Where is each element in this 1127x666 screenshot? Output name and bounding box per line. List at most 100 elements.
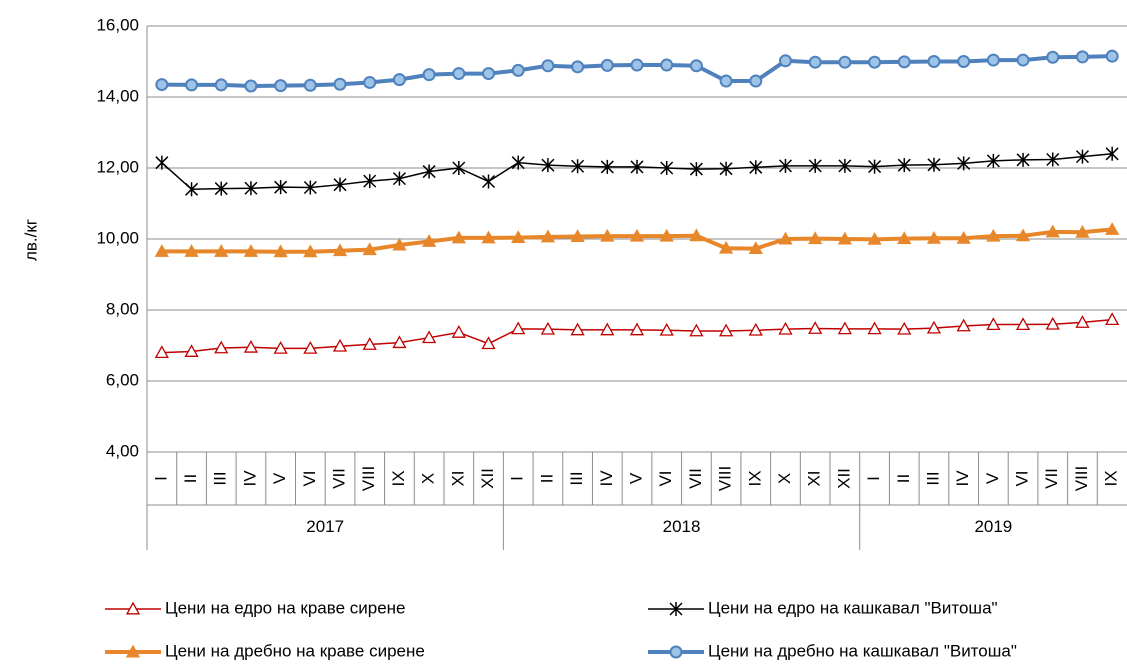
marker [511,63,525,77]
marker [1075,149,1089,164]
marker [868,159,882,174]
x-tick-label: IX [389,470,408,486]
marker [1046,50,1060,64]
x-tick-label: VIII [1072,466,1091,492]
marker [1075,315,1090,328]
marker [897,321,912,335]
x-tick-label: VI [300,470,319,486]
marker [926,320,942,334]
marker [867,232,882,245]
x-tick-label: I [508,476,527,481]
marker [392,237,407,251]
marker [154,345,169,359]
marker [600,159,614,174]
marker [184,344,199,357]
marker [660,161,674,175]
marker [1016,152,1030,167]
marker [243,339,259,353]
x-tick-label: V [983,472,1002,484]
marker [1046,152,1060,167]
marker [867,321,882,335]
marker [392,73,406,87]
marker [570,322,585,336]
marker [362,337,377,350]
marker [897,231,912,245]
x-tick-label: II [537,474,556,483]
x-tick-label: I [151,476,170,481]
marker [600,322,615,336]
marker [1045,316,1060,330]
marker [243,244,259,257]
marker [125,601,141,615]
marker [541,158,555,173]
marker [986,317,1001,331]
marker [273,244,288,258]
x-tick-label: III [923,471,942,485]
marker [511,321,526,335]
marker [481,174,496,189]
marker [718,323,734,337]
x-tick-label: VII [1042,468,1061,489]
marker [689,162,703,177]
marker [184,244,199,257]
marker [837,231,852,245]
marker [185,182,199,197]
marker [273,341,288,354]
marker [363,174,377,189]
marker [214,340,229,354]
group-label: 2018 [663,517,701,536]
x-tick-label: IX [1102,470,1121,486]
marker [719,74,733,88]
x-tick-label: VIII [716,466,735,492]
marker [332,243,348,257]
x-tick-label: III [567,471,586,485]
marker [452,161,466,175]
marker [214,78,228,92]
marker [1015,228,1031,242]
marker [957,55,971,68]
marker [422,164,436,179]
y-tick-label: 4,00 [106,441,139,460]
marker [541,59,555,73]
marker [214,181,228,196]
marker [778,231,793,245]
marker [629,228,645,242]
marker [778,158,793,173]
marker [154,244,169,257]
marker [1015,317,1031,331]
marker [303,78,317,92]
group-label: 2017 [306,517,344,536]
legend-label: Цени на дребно на кашкавал "Витоша" [708,641,1017,660]
x-tick-label: XI [448,470,467,486]
marker [214,244,229,257]
marker [718,240,734,254]
marker [689,59,703,73]
marker [1016,53,1030,67]
marker [957,156,971,171]
marker [600,228,615,242]
marker [392,171,406,186]
marker [511,230,526,244]
x-tick-label: XII [834,468,853,489]
marker [540,321,556,335]
marker [571,159,585,174]
x-tick-label: IX [745,470,764,486]
marker [363,75,377,89]
marker [956,318,971,332]
y-tick-label: 6,00 [106,370,139,389]
x-tick-label: V [270,472,289,484]
marker [155,155,169,170]
marker [1105,49,1119,63]
marker [332,338,348,352]
marker [185,78,199,92]
marker [274,79,288,93]
plot [154,49,1120,359]
marker [1075,50,1089,64]
marker [303,341,318,354]
marker [482,67,496,81]
marker [926,230,942,244]
y-tick-label: 14,00 [96,86,139,105]
marker [630,159,644,174]
marker [897,55,911,69]
